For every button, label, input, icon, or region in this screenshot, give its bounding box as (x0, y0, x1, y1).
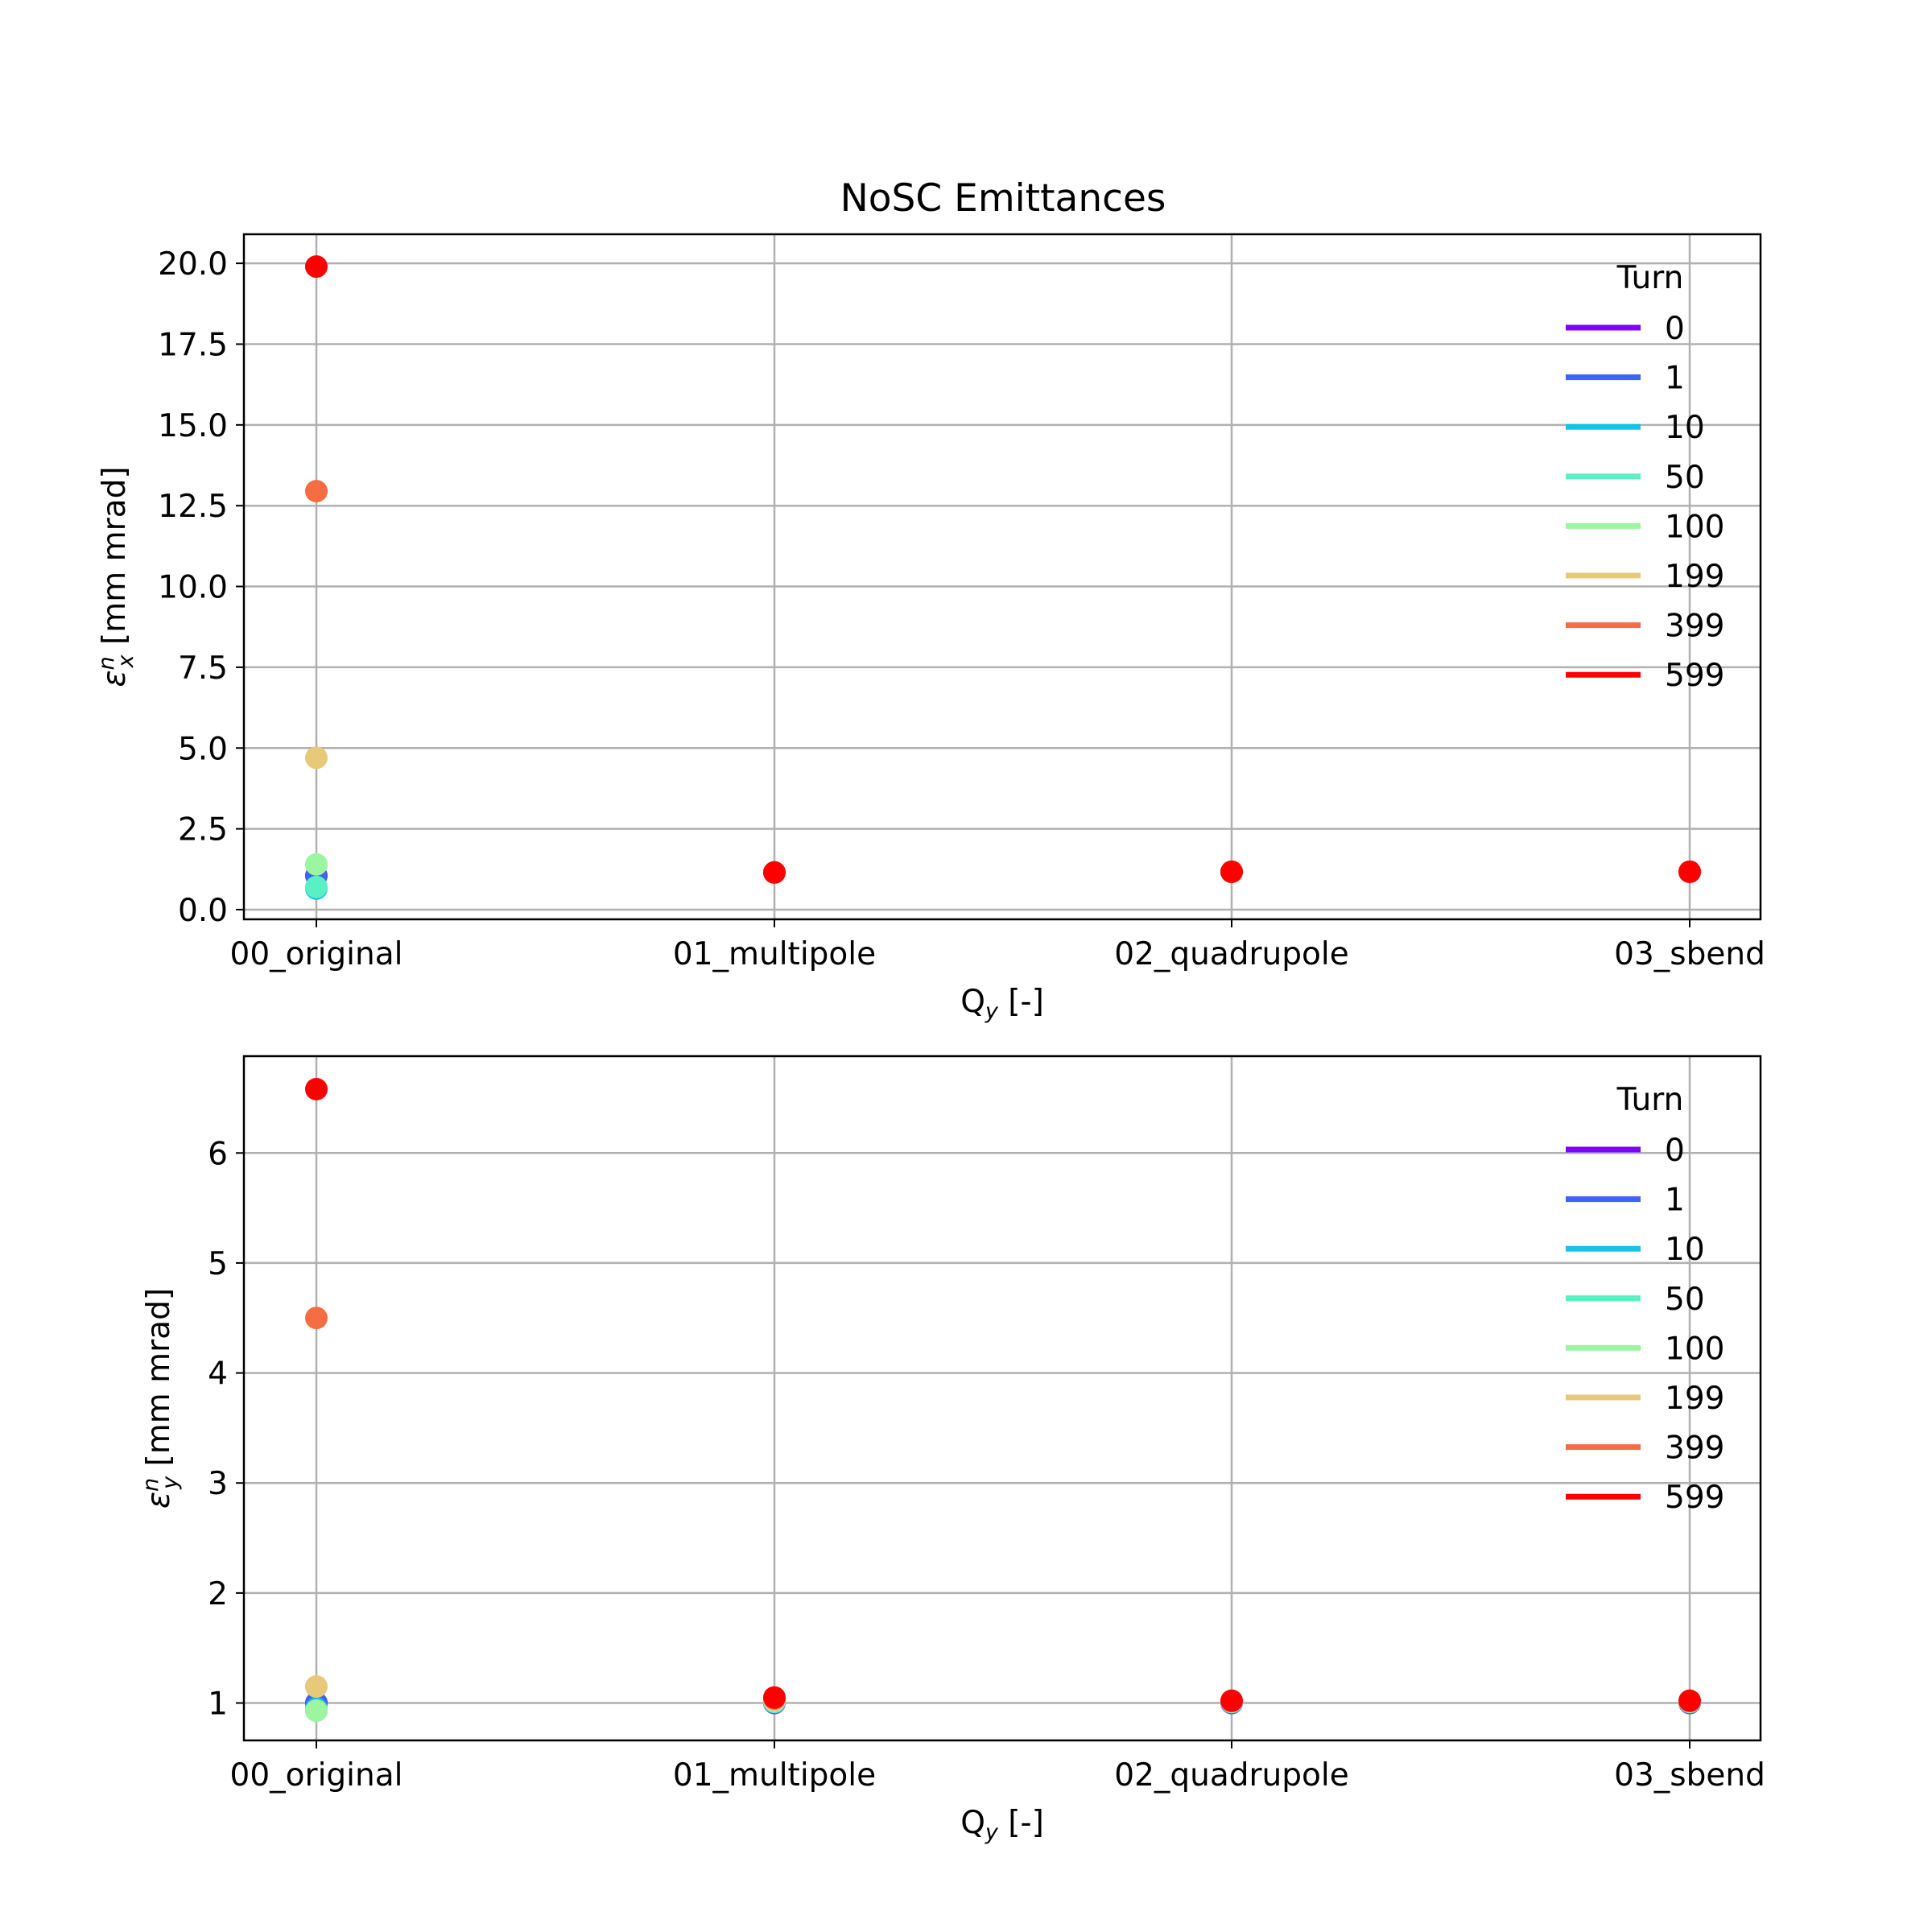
y-axis-label: εnx [mm mrad] (94, 466, 138, 687)
y-tick-label: 17.5 (158, 327, 228, 363)
x-axis-ticks: 00_original 01_multipole 02_quadrupole 03_s… (230, 1740, 1765, 1794)
y-tick-label: 2 (208, 1576, 228, 1612)
x-tick-label: 03_sbend (1614, 936, 1765, 972)
x-tick-label: 01_multipole (673, 1757, 876, 1794)
y-tick-label: 5 (208, 1246, 228, 1282)
legend-label: 399 (1665, 609, 1724, 645)
y-tick-label: 5.0 (178, 731, 228, 767)
data-point (305, 1077, 328, 1100)
x-axis-label: Qy [-] (960, 1805, 1044, 1845)
y-axis-ticks: 0.0 2.5 5.0 7.5 10.0 12.5 15.0 17.5 20.0 (158, 246, 244, 929)
y-tick-label: 1 (208, 1686, 228, 1723)
legend-label: 10 (1665, 1232, 1705, 1268)
chart-panel-2: 1 2 3 4 5 6 00_original 01_multipole 02_quadrupo… (138, 1055, 1765, 1845)
legend-title: Turn (1616, 1082, 1684, 1118)
y-axis-label-group: εny [mm mrad] (138, 1288, 183, 1509)
legend-label: 0 (1665, 1133, 1685, 1169)
data-point (1678, 860, 1701, 883)
legend-label: 100 (1665, 1331, 1724, 1367)
y-tick-label: 6 (208, 1136, 228, 1172)
data-point (305, 480, 328, 503)
x-tick-label: 03_sbend (1614, 1757, 1765, 1794)
legend-label: 10 (1665, 410, 1705, 446)
y-tick-label: 20.0 (158, 246, 228, 283)
legend-label: 599 (1665, 658, 1724, 694)
data-point (305, 875, 328, 898)
data-point (1678, 1689, 1701, 1712)
data-point (305, 1699, 328, 1723)
x-axis-label: Qy [-] (960, 984, 1044, 1024)
legend-label: 399 (1665, 1430, 1724, 1467)
data-points (305, 255, 1701, 900)
plot-frame (242, 233, 1762, 921)
plot-frame (242, 1055, 1762, 1742)
legend: Turn 0 1 10 50 100 199 399 599 (1566, 1082, 1724, 1516)
y-axis-label-group: εnx [mm mrad] (94, 466, 138, 687)
legend-label: 599 (1665, 1480, 1724, 1516)
legend-title: Turn (1616, 260, 1684, 296)
y-axis-ticks: 1 2 3 4 5 6 (208, 1136, 244, 1723)
legend-label: 199 (1665, 1381, 1724, 1417)
y-tick-label: 3 (208, 1466, 228, 1502)
legend-label: 1 (1665, 361, 1685, 397)
data-point (305, 852, 328, 876)
legend: Turn 0 1 10 50 100 199 399 599 (1566, 260, 1724, 694)
chart-panels: 0.0 2.5 5.0 7.5 10.0 12.5 15.0 17.5 20.0 00_origi… (94, 233, 1765, 1845)
legend-label: 0 (1665, 311, 1685, 347)
chart-panel-1: 0.0 2.5 5.0 7.5 10.0 12.5 15.0 17.5 20.0 00_origi… (94, 233, 1765, 1024)
x-tick-label: 02_quadrupole (1114, 936, 1348, 972)
y-tick-label: 10.0 (158, 570, 228, 606)
data-point (763, 1686, 786, 1709)
data-point (305, 255, 328, 279)
grid-lines (244, 234, 1761, 919)
x-tick-label: 00_original (230, 936, 403, 972)
y-tick-label: 15.0 (158, 408, 228, 444)
legend-label: 50 (1665, 1282, 1705, 1318)
x-tick-label: 00_original (230, 1757, 403, 1794)
y-tick-label: 12.5 (158, 489, 228, 525)
series-599 (305, 255, 1701, 884)
data-point (1220, 1689, 1243, 1712)
x-tick-label: 01_multipole (673, 936, 876, 972)
data-point (305, 1307, 328, 1330)
y-axis-label: εny [mm mrad] (138, 1288, 183, 1509)
x-axis-ticks: 00_original 01_multipole 02_quadrupole 03_s… (230, 919, 1765, 972)
y-tick-label: 2.5 (178, 812, 228, 848)
series-599 (305, 1077, 1701, 1712)
legend-label: 1 (1665, 1183, 1685, 1219)
data-point (763, 861, 786, 884)
data-point (1220, 860, 1243, 883)
legend-label: 100 (1665, 509, 1724, 545)
data-point (305, 746, 328, 770)
legend-label: 199 (1665, 559, 1724, 595)
y-tick-label: 7.5 (178, 650, 228, 687)
figure-title: NoSC Emittances (840, 176, 1166, 221)
legend-label: 50 (1665, 460, 1705, 496)
data-points (305, 1077, 1701, 1723)
grid-lines (244, 1056, 1761, 1740)
x-tick-label: 02_quadrupole (1114, 1757, 1348, 1794)
y-tick-label: 0.0 (178, 893, 228, 929)
y-tick-label: 4 (208, 1356, 228, 1393)
data-point (305, 1675, 328, 1699)
